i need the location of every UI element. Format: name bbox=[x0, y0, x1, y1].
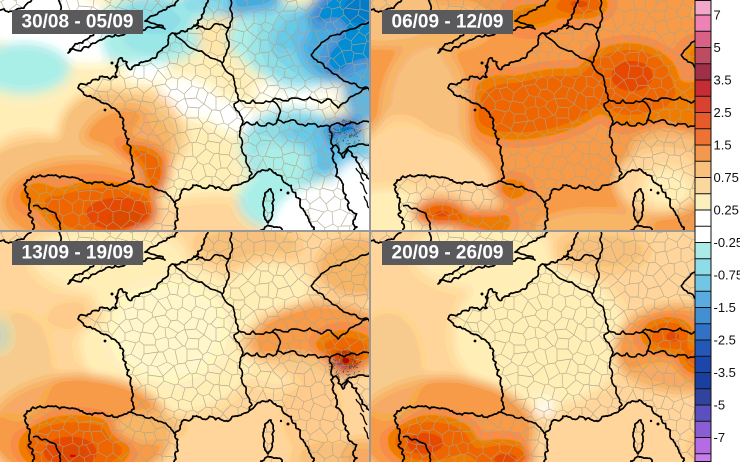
svg-text:06/09 - 12/09: 06/09 - 12/09 bbox=[392, 12, 504, 33]
svg-text:1.5: 1.5 bbox=[714, 138, 732, 153]
svg-text:0.25: 0.25 bbox=[714, 203, 739, 218]
svg-text:3.5: 3.5 bbox=[714, 73, 732, 88]
svg-text:-7: -7 bbox=[714, 430, 726, 445]
svg-text:2.5: 2.5 bbox=[714, 105, 732, 120]
svg-text:20/09 - 26/09: 20/09 - 26/09 bbox=[392, 243, 504, 264]
svg-text:13/09 - 19/09: 13/09 - 19/09 bbox=[22, 243, 134, 264]
svg-text:-3.5: -3.5 bbox=[714, 365, 736, 380]
svg-text:-0.75: -0.75 bbox=[714, 268, 740, 283]
svg-text:-0.25: -0.25 bbox=[714, 235, 740, 250]
svg-text:0.75: 0.75 bbox=[714, 170, 739, 185]
svg-text:7: 7 bbox=[714, 8, 721, 23]
svg-text:5: 5 bbox=[714, 40, 721, 55]
svg-text:-5: -5 bbox=[714, 398, 726, 413]
svg-text:-1.5: -1.5 bbox=[714, 300, 736, 315]
svg-text:-2.5: -2.5 bbox=[714, 333, 736, 348]
svg-text:30/08 - 05/09: 30/08 - 05/09 bbox=[22, 12, 134, 33]
